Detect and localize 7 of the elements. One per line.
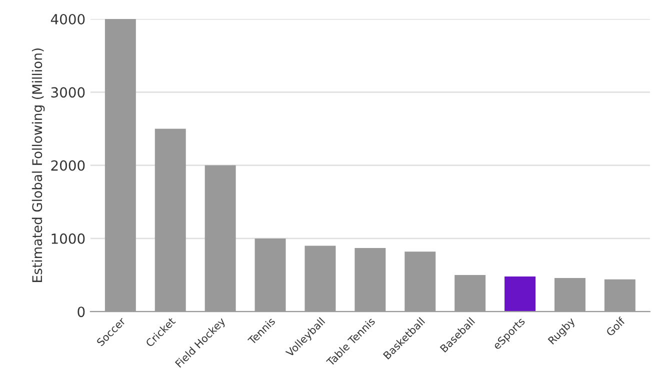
bar: [504, 276, 536, 312]
y-tick-label: 1000: [52, 233, 85, 244]
y-tick-label: 3000: [51, 87, 85, 98]
y-tick-label: 0: [78, 306, 85, 318]
y-tick-label: 4000: [50, 14, 85, 24]
y-axis-title: Estimated Global Following (Million): [32, 48, 45, 282]
y-tick-label: 2000: [51, 160, 85, 171]
